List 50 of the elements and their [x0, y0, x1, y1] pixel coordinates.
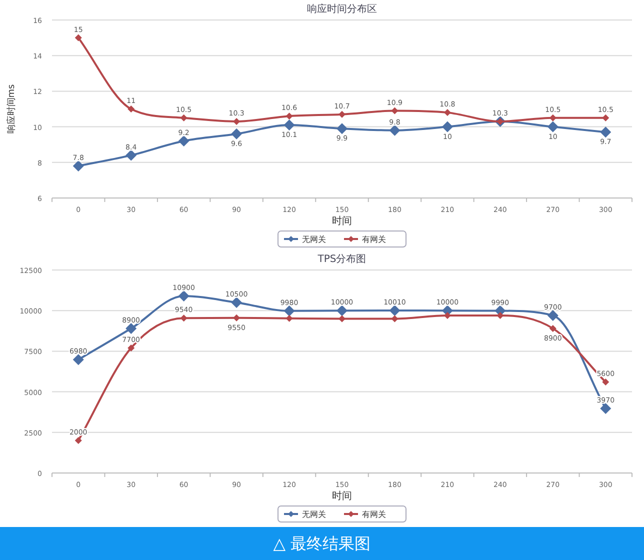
point [336, 305, 348, 316]
point [126, 150, 137, 161]
x-axis-title: 时间 [332, 215, 352, 227]
point [391, 315, 398, 322]
point [233, 314, 240, 322]
point [180, 114, 188, 122]
point [72, 354, 84, 366]
point [180, 314, 188, 322]
point [442, 121, 453, 132]
point [286, 112, 293, 120]
point [72, 160, 84, 172]
point [547, 310, 558, 321]
legend-label: 有网关 [362, 235, 386, 244]
x-axis-title: 时间 [332, 490, 352, 502]
point [600, 403, 612, 414]
point [178, 136, 190, 147]
point [284, 305, 295, 316]
point [444, 312, 451, 319]
legend-label: 有网关 [362, 510, 386, 519]
point [126, 322, 137, 334]
chart-title: TPS分布图 [316, 253, 366, 265]
point [231, 296, 242, 308]
y-axis-title: 响应时间ms [6, 84, 17, 134]
point [128, 106, 135, 112]
chart-title: 响应时间分布区 [307, 3, 377, 15]
point [284, 120, 295, 131]
point [286, 314, 293, 322]
point [600, 126, 612, 138]
point [338, 110, 346, 118]
point [389, 124, 400, 136]
point [336, 123, 348, 134]
point [231, 128, 242, 140]
text: △ 最终结果图 [273, 534, 371, 553]
point [602, 114, 610, 122]
point [74, 34, 82, 42]
point [128, 344, 135, 352]
point [549, 114, 556, 122]
point [496, 312, 504, 319]
point [444, 109, 451, 116]
point [391, 107, 398, 114]
point [233, 118, 240, 125]
legend-label: 无网关 [302, 235, 326, 244]
point [389, 304, 400, 316]
point [549, 324, 556, 332]
legend-label: 无网关 [302, 510, 326, 519]
point [74, 437, 82, 444]
point [602, 378, 610, 386]
point [547, 121, 558, 132]
point [338, 315, 346, 322]
point [178, 290, 190, 302]
